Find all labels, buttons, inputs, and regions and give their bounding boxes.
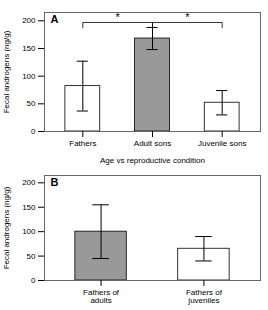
svg-text:*: * bbox=[185, 11, 190, 23]
svg-text:Fathers ofadults: Fathers ofadults bbox=[83, 288, 120, 305]
svg-text:Juvenile sons: Juvenile sons bbox=[198, 139, 246, 148]
svg-text:Adult sons: Adult sons bbox=[134, 139, 171, 148]
svg-text:Fathers ofjuveniles: Fathers ofjuveniles bbox=[186, 288, 223, 305]
svg-text:B: B bbox=[51, 176, 59, 188]
svg-text:A: A bbox=[51, 13, 59, 25]
svg-text:150: 150 bbox=[22, 203, 36, 212]
svg-text:200: 200 bbox=[22, 16, 36, 25]
svg-text:*: * bbox=[116, 11, 121, 23]
svg-text:Fecal androgens (ng/g): Fecal androgens (ng/g) bbox=[2, 186, 11, 269]
svg-text:Fecal androgens (ng/g): Fecal androgens (ng/g) bbox=[2, 30, 11, 113]
svg-text:0: 0 bbox=[31, 276, 36, 285]
svg-text:Fathers: Fathers bbox=[69, 139, 96, 148]
svg-text:200: 200 bbox=[22, 178, 36, 187]
svg-text:50: 50 bbox=[27, 252, 36, 261]
svg-text:Age vs reproductive condition: Age vs reproductive condition bbox=[100, 156, 205, 165]
svg-text:100: 100 bbox=[22, 72, 36, 81]
svg-text:50: 50 bbox=[27, 99, 36, 108]
svg-text:100: 100 bbox=[22, 227, 36, 236]
svg-text:150: 150 bbox=[22, 44, 36, 53]
svg-text:0: 0 bbox=[31, 127, 36, 136]
